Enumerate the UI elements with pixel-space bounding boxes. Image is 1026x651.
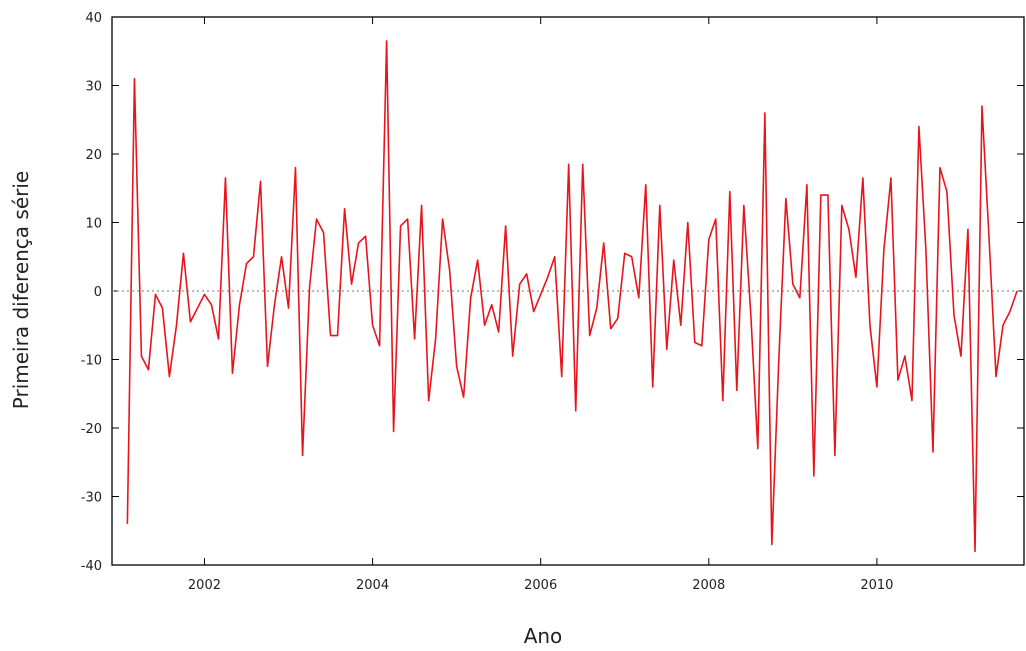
axes-layer: -40 -30 -20 -10 0 10 20 30 40 2002 2004 2006 2008 201… (81, 11, 1025, 593)
y-tick-label: 20 (85, 148, 102, 163)
x-tick-label: 2008 (692, 578, 725, 593)
y-tick-label: -30 (81, 491, 102, 506)
y-axis-title: Primeira diferença série (9, 171, 33, 409)
x-axis-title: Ano (524, 624, 563, 648)
y-tick-label: -40 (81, 559, 102, 574)
y-tick-label: 30 (85, 80, 102, 95)
x-tick-label: 2004 (356, 578, 389, 593)
x-tick-label: 2010 (860, 578, 893, 593)
y-tick-label: -10 (81, 354, 102, 369)
x-tick-label: 2002 (188, 578, 221, 593)
y-tick-label: 10 (85, 217, 102, 232)
y-tick-label: -20 (81, 422, 102, 437)
y-tick-label: 40 (85, 11, 102, 26)
x-tick-label: 2006 (524, 578, 557, 593)
series-layer (126, 40, 1018, 553)
series-line-0 (126, 40, 1018, 553)
y-tick-label: 0 (94, 285, 102, 300)
